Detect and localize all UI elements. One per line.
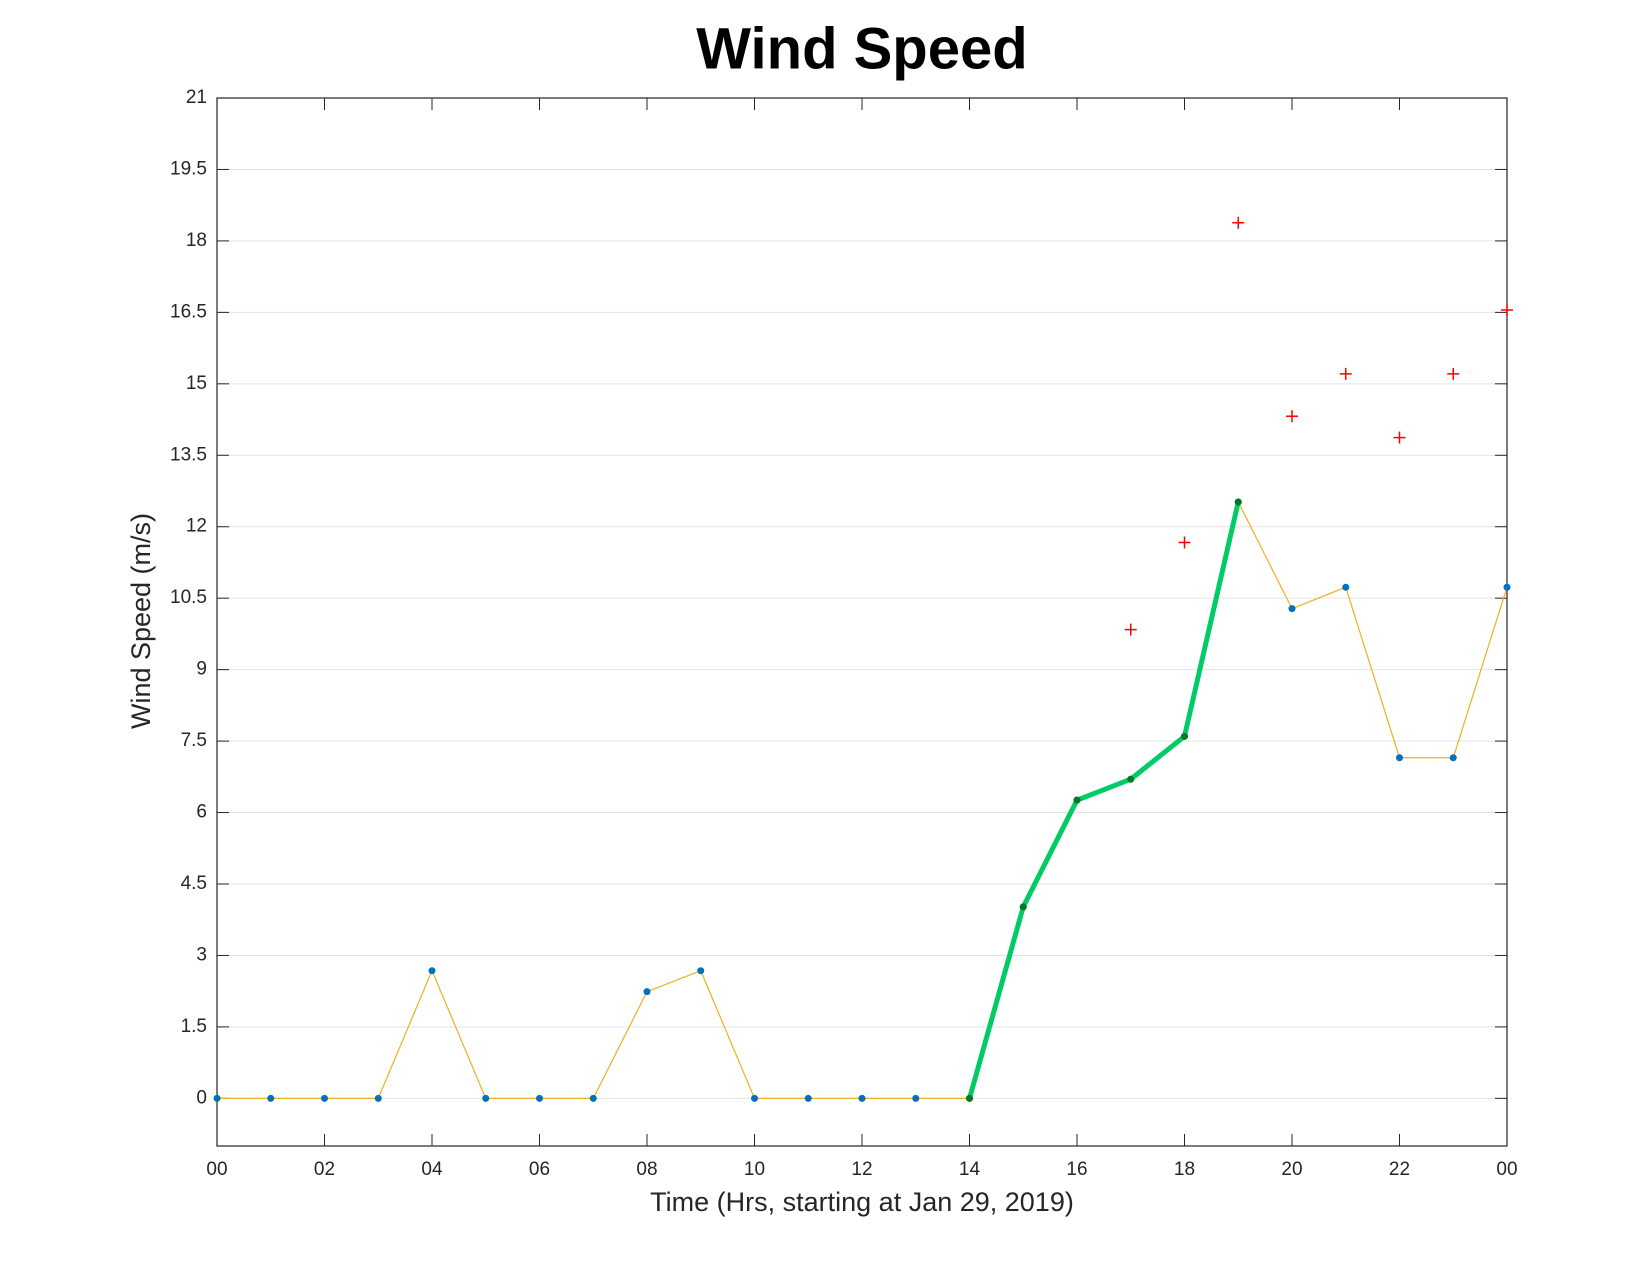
data-point [697, 967, 705, 975]
data-point [912, 1094, 920, 1102]
y-tick-label: 0 [196, 1087, 207, 1108]
y-tick-label: 21 [186, 87, 207, 108]
gust-marker [1178, 536, 1191, 549]
data-line [217, 501, 1508, 1099]
data-point [966, 1094, 973, 1102]
data-point [213, 1094, 221, 1102]
y-tick-label: 13.5 [170, 444, 207, 465]
data-point [1019, 903, 1027, 911]
data-point [1127, 775, 1135, 783]
y-tick-label: 1.5 [181, 1016, 207, 1037]
x-tick-label: 00 [206, 1159, 227, 1180]
gust-marker [1339, 367, 1352, 380]
x-tick-label: 22 [1389, 1159, 1410, 1180]
y-tick-label: 10.5 [170, 587, 207, 608]
data-point [536, 1094, 543, 1102]
x-tick-label: 12 [851, 1159, 872, 1180]
y-tick-label: 3 [196, 944, 207, 965]
x-tick-label: 14 [959, 1159, 981, 1180]
y-tick-label: 12 [186, 516, 207, 537]
chart-title: Wind Speed [696, 16, 1027, 81]
data-point [1396, 754, 1403, 762]
data-point [1288, 605, 1296, 613]
x-tick-label: 02 [314, 1159, 335, 1180]
x-axis-label: Time (Hrs, starting at Jan 29, 2019) [650, 1187, 1074, 1217]
gust-marker [1286, 410, 1298, 423]
data-point [751, 1094, 758, 1102]
data-point [589, 1094, 597, 1102]
data-point [1073, 796, 1081, 804]
data-point [1234, 498, 1242, 506]
plot-frame [216, 97, 1508, 1147]
data-point [1342, 583, 1350, 591]
data-point [1503, 583, 1511, 591]
x-tick-label: 20 [1281, 1159, 1302, 1180]
x-tick-label: 10 [744, 1159, 765, 1180]
x-tick-label: 06 [529, 1159, 550, 1180]
x-tick-label: 04 [421, 1159, 443, 1180]
gust-marker [1447, 367, 1460, 380]
data-point [374, 1094, 382, 1102]
gust-marker [1124, 623, 1137, 636]
y-tick-label: 7.5 [181, 730, 207, 751]
data-point [643, 988, 651, 996]
data-point [858, 1094, 866, 1102]
data-line [967, 501, 1241, 1100]
data-point [804, 1094, 812, 1102]
y-tick-label: 4.5 [181, 873, 207, 894]
gust-marker [1393, 431, 1406, 444]
data-point [482, 1094, 490, 1102]
data-point [267, 1094, 275, 1102]
data-point [321, 1094, 328, 1102]
y-tick-label: 9 [196, 659, 207, 680]
y-tick-label: 19.5 [170, 158, 207, 179]
x-tick-label: 18 [1174, 1159, 1195, 1180]
y-tick-label: 6 [196, 802, 207, 823]
y-tick-label: 16.5 [170, 301, 207, 322]
data-point [1181, 732, 1188, 740]
x-tick-label: 08 [636, 1159, 657, 1180]
gust-marker [1232, 216, 1245, 229]
data-point [1449, 754, 1457, 762]
x-tick-label: 00 [1496, 1159, 1517, 1180]
x-tick-label: 16 [1066, 1159, 1087, 1180]
data-point [428, 967, 436, 975]
y-axis-label: Wind Speed (m/s) [126, 513, 156, 729]
y-tick-label: 18 [186, 230, 207, 251]
y-tick-label: 15 [186, 373, 207, 394]
gust-marker [1501, 303, 1513, 316]
